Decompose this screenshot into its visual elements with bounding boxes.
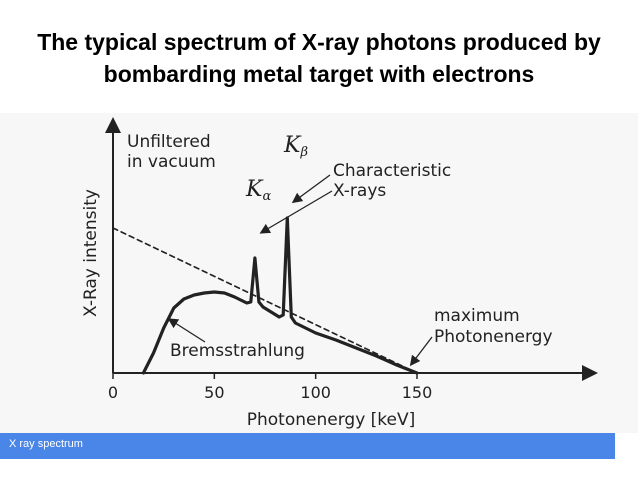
bremsstrahlung-arrow <box>167 318 206 343</box>
k-alpha-label: Kα <box>245 177 271 204</box>
slide-title-line1: The typical spectrum of X-ray photons pr… <box>37 29 601 55</box>
bremsstrahlung-label: Bremsstrahlung <box>170 341 305 361</box>
series-group <box>112 216 419 375</box>
x-tick-label: 50 <box>204 383 224 402</box>
characteristic-arrow-kbeta <box>291 174 331 204</box>
maximum-arrow <box>409 336 433 367</box>
axes: 0 50 100 150 <box>105 117 598 402</box>
x-tick-label: 0 <box>108 383 118 402</box>
x-tick-label: 150 <box>402 383 433 402</box>
unfiltered-label-line1: Unfiltered <box>127 132 211 152</box>
caption-bar: X ray spectrum <box>0 433 615 459</box>
k-beta-label: Kβ <box>283 133 308 160</box>
k-beta-letter: K <box>283 133 302 158</box>
chart-figure: 0 50 100 150 Unfiltered in vacuum Kα Kβ Cha… <box>0 113 638 433</box>
k-beta-subscript: β <box>299 145 308 160</box>
unfiltered-label-line2: in vacuum <box>127 152 216 172</box>
x-tick-label: 100 <box>300 383 331 402</box>
maximum-label-line1: maximum <box>434 306 520 326</box>
series-line-bremsstrahlung <box>141 216 419 375</box>
maximum-label-line2: Photonenergy <box>434 327 553 347</box>
slide-title-line2: bombarding metal target with electrons <box>103 61 535 87</box>
k-alpha-subscript: α <box>262 189 271 204</box>
characteristic-label-line1: Characteristic <box>333 161 451 181</box>
characteristic-arrow-kalpha <box>259 190 333 234</box>
k-alpha-letter: K <box>245 177 264 202</box>
characteristic-label-line2: X-rays <box>333 181 386 201</box>
spectrum-chart: 0 50 100 150 Unfiltered in vacuum Kα Kβ Cha… <box>81 117 598 430</box>
caption-text: X ray spectrum <box>9 438 83 450</box>
x-axis-label: Photonenergy [keV] <box>247 410 416 430</box>
slide-title: The typical spectrum of X-ray photons pr… <box>0 26 638 90</box>
series-line-unfiltered-in-vacuum <box>112 227 418 374</box>
y-axis-label: X-Ray intensity <box>81 189 101 317</box>
annotations: Unfiltered in vacuum Kα Kβ Characteristi… <box>127 132 553 367</box>
